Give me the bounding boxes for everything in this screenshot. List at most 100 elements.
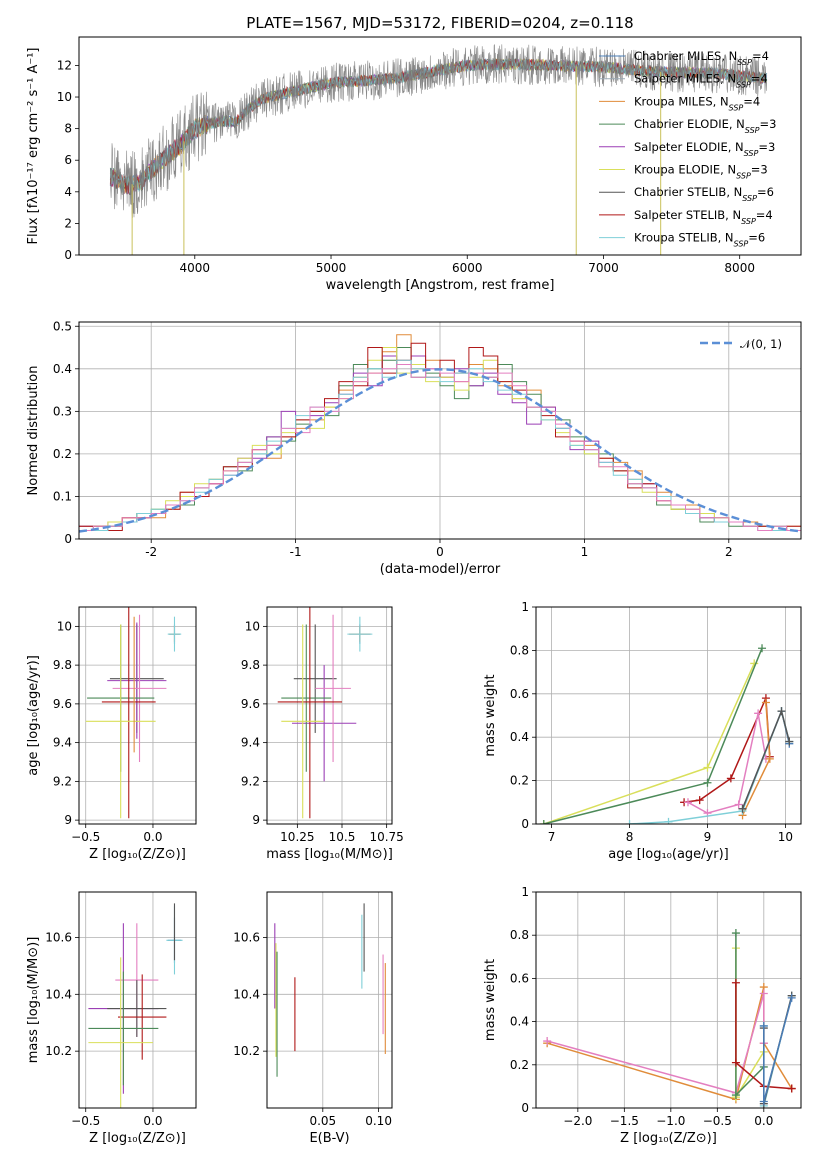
- errorbar-point: [107, 980, 167, 1037]
- x-tick-label: 6000: [452, 261, 483, 275]
- plot-area-Z-mass: [88, 903, 183, 1108]
- weight-marker: [765, 754, 774, 763]
- observed-spectrum-line: [110, 43, 767, 218]
- panel-EBV-mass: 0.05 0.10 10.2 10.4 10.6 E(B-V): [233, 891, 393, 1146]
- x-axis-label: Z [log₁₀(Z/Z⊙)]: [620, 1131, 717, 1146]
- plot-area-Z-age: [85, 607, 182, 819]
- errorbar-point: [112, 614, 167, 762]
- y-tick-label: 10.4: [45, 987, 72, 1001]
- x-tick-label: −0.5: [71, 1114, 100, 1128]
- legend-label: Salpeter MILES, NSSP=4: [634, 72, 768, 90]
- weight-marker: [625, 820, 634, 824]
- y-tick-label: 9.2: [53, 774, 72, 788]
- weight-line: [735, 982, 792, 1090]
- y-tick-label: 9.2: [241, 774, 260, 788]
- x-axis-label: Z [log₁₀(Z/Z⊙)]: [89, 1131, 186, 1146]
- panel-Z-mass: −0.5 0.0 10.2 10.4 10.6 Z [log₁₀(Z/Z⊙)] mass […: [26, 891, 197, 1146]
- x-tick-label: 8000: [724, 261, 755, 275]
- y-tick-label: 9.8: [241, 658, 260, 672]
- axes-frame: [78, 606, 197, 825]
- y-tick-label: 9.4: [53, 736, 72, 750]
- y-tick-label: 10.4: [233, 987, 260, 1001]
- legend-label: Kroupa MILES, NSSP=4: [634, 94, 760, 112]
- weight-marker: [761, 698, 770, 707]
- y-tick-label: 1: [521, 600, 529, 614]
- legend-label: Chabrier STELIB, NSSP=6: [634, 185, 774, 203]
- y-tick-label: 10: [245, 619, 260, 633]
- x-tick-label: 0.10: [365, 1114, 392, 1128]
- errorbar-point: [101, 607, 156, 819]
- errorbar-point: [292, 665, 357, 782]
- x-tick-label: 0.0: [754, 1114, 773, 1128]
- x-axis-label: age [log₁₀(age/yr)]: [608, 847, 729, 862]
- plot-area-residuals: [79, 334, 801, 539]
- weight-marker: [695, 796, 704, 805]
- axes-frame: [266, 606, 393, 825]
- y-tick-label: 10: [57, 619, 72, 633]
- y-tick-label: 0.3: [53, 404, 72, 418]
- weight-marker: [703, 778, 712, 787]
- x-tick-label: 10.75: [369, 830, 403, 844]
- residual-legend: 𝒩(0, 1): [700, 337, 782, 351]
- y-tick-label: 0.8: [510, 643, 529, 657]
- errorbar-point: [293, 624, 337, 733]
- errorbar-point: [107, 622, 167, 739]
- y-tick-label: 10.2: [233, 1044, 260, 1058]
- x-tick-label: 0.05: [309, 1114, 336, 1128]
- x-axis-label: Z [log₁₀(Z/Z⊙)]: [89, 847, 186, 862]
- weight-marker: [543, 1037, 552, 1046]
- errorbar-point: [281, 624, 332, 772]
- y-tick-label: 4: [64, 185, 72, 199]
- panel-Z-weight: −2.0 −1.5 −1.0 −0.5 0.0 0 0.2 0.4 0.6 0.8 1 Z [log₁…: [483, 885, 802, 1146]
- plot-area-Z-weight: [543, 929, 796, 1108]
- weight-marker: [738, 804, 747, 813]
- gaussian-curve: [79, 368, 801, 533]
- weight-marker: [731, 929, 740, 938]
- legend-label: Chabrier MILES, NSSP=4: [634, 49, 769, 67]
- axes-frame: [266, 891, 393, 1109]
- y-tick-label: 12: [57, 58, 72, 72]
- x-tick-label: 5000: [316, 261, 347, 275]
- y-tick-label: 9.6: [53, 697, 72, 711]
- weight-marker: [703, 763, 712, 772]
- panel-spectrum: 4000 5000 6000 7000 8000 0 2 4 6 8 10 12 wavelength …: [26, 36, 802, 293]
- y-tick-label: 0.2: [510, 1058, 529, 1072]
- plot-area-EBV-mass: [274, 903, 386, 1077]
- weight-marker: [758, 644, 767, 653]
- y-tick-label: 0.2: [510, 774, 529, 788]
- errorbar-point: [347, 616, 373, 652]
- errorbar-point: [88, 971, 159, 1086]
- x-axis-label: E(B-V): [309, 1131, 349, 1146]
- legend-label: 𝒩(0, 1): [740, 337, 782, 351]
- panel-age-weight: 7 8 9 10 0 0.2 0.4 0.6 0.8 1 age [log₁₀(age/yr)] ma…: [483, 600, 802, 862]
- y-tick-label: 0.4: [510, 730, 529, 744]
- y-tick-label: 6: [64, 153, 72, 167]
- errorbar-point: [281, 624, 325, 819]
- weight-line: [735, 933, 765, 1097]
- y-tick-label: 9: [252, 813, 260, 827]
- axes-frame: [535, 606, 802, 825]
- y-tick-label: 9.8: [53, 658, 72, 672]
- x-tick-label: 7000: [588, 261, 619, 275]
- y-tick-label: 9.4: [241, 736, 260, 750]
- plot-area-spectrum: [109, 43, 768, 255]
- weight-marker: [759, 1097, 768, 1106]
- panel-Z-age: −0.5 0.0 9 9.2 9.4 9.6 9.8 10 Z [log₁₀(Z/Z⊙)] age…: [26, 606, 197, 862]
- y-axis-label: mass weight: [483, 674, 498, 756]
- y-tick-label: 9.6: [241, 697, 260, 711]
- x-axis-label: wavelength [Angstrom, rest frame]: [326, 278, 555, 293]
- axes-frame: [78, 891, 197, 1109]
- x-tick-label: 0.0: [143, 1114, 162, 1128]
- y-tick-label: 0.4: [53, 362, 72, 376]
- weight-marker: [539, 820, 548, 824]
- x-tick-label: −1.0: [656, 1114, 685, 1128]
- y-tick-label: 0: [64, 532, 72, 546]
- weight-marker: [731, 978, 740, 987]
- weight-marker: [787, 993, 796, 1002]
- y-tick-label: 9: [64, 813, 72, 827]
- x-tick-label: 8: [626, 830, 634, 844]
- x-tick-label: −2.0: [563, 1114, 592, 1128]
- y-tick-label: 10.6: [45, 930, 72, 944]
- weight-marker: [787, 1084, 796, 1093]
